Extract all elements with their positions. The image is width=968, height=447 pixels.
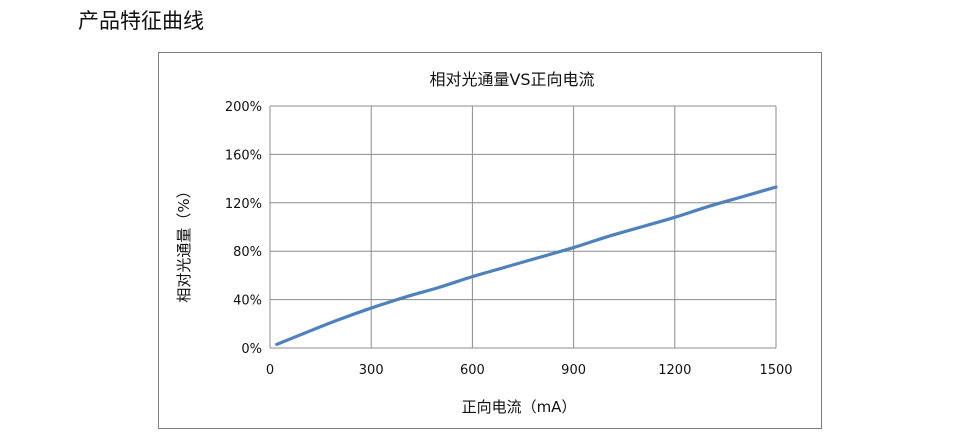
- x-tick-label: 600: [460, 363, 485, 378]
- x-tick-label: 1200: [658, 363, 691, 378]
- series-line: [275, 185, 778, 346]
- y-tick-label: 80%: [233, 245, 262, 260]
- x-tick-label: 300: [359, 363, 384, 378]
- section-title: 产品特征曲线: [78, 9, 204, 33]
- chart-title: 相对光通量VS正向电流: [429, 70, 594, 89]
- y-axis-label: 相对光通量（%）: [175, 183, 193, 302]
- y-tick-label: 40%: [233, 294, 262, 309]
- x-tick-label: 900: [561, 363, 586, 378]
- chart-grid: [269, 105, 777, 349]
- y-tick-label: 160%: [225, 148, 262, 163]
- x-axis-label: 正向电流（mA）: [462, 398, 577, 416]
- chart-frame: 相对光通量VS正向电流 0% 40% 80% 120% 160% 200% 0 300 600…: [158, 52, 822, 429]
- y-tick-label: 120%: [225, 197, 262, 212]
- luminous-flux-chart: 相对光通量VS正向电流 0% 40% 80% 120% 160% 200% 0 300 600…: [175, 70, 793, 416]
- x-axis-ticks: 0 300 600 900 1200 1500: [266, 363, 793, 378]
- y-axis-ticks: 0% 40% 80% 120% 160% 200%: [225, 100, 262, 357]
- x-tick-label: 1500: [759, 363, 792, 378]
- chart-series: [275, 185, 778, 346]
- y-tick-label: 0%: [241, 342, 262, 357]
- y-tick-label: 200%: [225, 100, 262, 115]
- x-tick-label: 0: [266, 363, 274, 378]
